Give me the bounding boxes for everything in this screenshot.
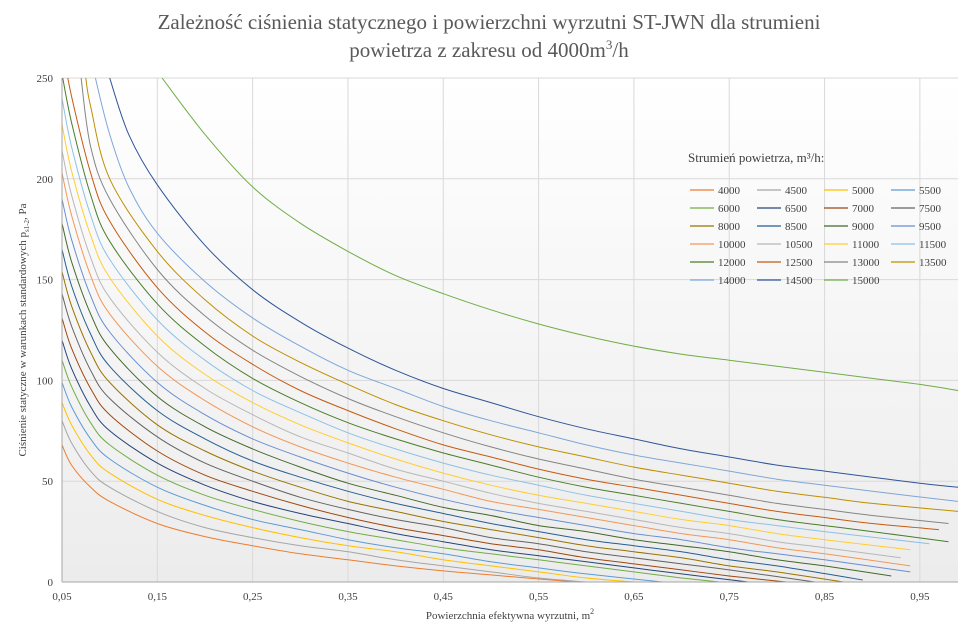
y-axis-label-sub: s1-2 — [23, 219, 31, 232]
x-tick-label: 0,95 — [910, 591, 930, 603]
series-line-12500 — [67, 78, 939, 531]
legend: 4000 4500 5000 5500 6000 6500 7000 7500 8000 8500… — [690, 185, 947, 287]
y-axis-label: Ciśnienie statyczne w warunkach standard… — [17, 203, 31, 456]
series-line-11000 — [62, 124, 911, 551]
x-axis-label-sup: 2 — [590, 607, 594, 616]
legend-label-8000: 8000 — [718, 221, 741, 233]
chart-title-line-2-tail: /h — [612, 38, 629, 62]
x-tick-label: 0,55 — [529, 591, 549, 603]
legend-label-5000: 5000 — [852, 185, 875, 197]
legend-label-4500: 4500 — [785, 185, 808, 197]
y-tick-label: 100 — [37, 375, 54, 387]
series-line-5500 — [62, 382, 663, 582]
series-line-14500 — [109, 78, 958, 488]
series-line-9500 — [62, 198, 911, 573]
x-tick-label: 0,35 — [338, 591, 358, 603]
axes — [61, 78, 958, 583]
series-lines — [62, 78, 958, 582]
chart-title-line-1: Zależność ciśnienia statycznego i powier… — [158, 10, 821, 34]
legend-label-4000: 4000 — [718, 185, 741, 197]
legend-label-5500: 5500 — [919, 185, 942, 197]
y-axis-label-tail: , Pa — [17, 203, 29, 220]
x-tick-label: 0,85 — [815, 591, 835, 603]
y-axis-label-main: Ciśnienie statyczne w warunkach standard… — [17, 232, 29, 457]
y-tick-label: 200 — [37, 174, 54, 186]
series-line-5000 — [62, 402, 634, 582]
legend-label-13000: 13000 — [852, 257, 880, 269]
legend-label-9500: 9500 — [919, 221, 942, 233]
x-tick-label: 0,75 — [720, 591, 740, 603]
legend-label-10000: 10000 — [718, 239, 746, 251]
legend-title: Strumień powietrza, m³/h: — [688, 150, 824, 165]
chart-title-line-2-sup: 3 — [606, 37, 613, 52]
x-axis-label: Powierzchnia efektywna wyrzutni, m2 — [426, 607, 594, 622]
legend-label-10500: 10500 — [785, 239, 813, 251]
series-line-8500 — [62, 249, 863, 581]
series-line-9000 — [62, 223, 892, 577]
y-tick-labels: 0 50 100 150 200 250 — [37, 73, 54, 589]
x-tick-label: 0,65 — [624, 591, 644, 603]
x-axis-label-main: Powierzchnia efektywna wyrzutni, m — [426, 610, 591, 622]
legend-label-6500: 6500 — [785, 203, 808, 215]
chart-title-line-2: powietrza z zakresu od 4000m3/h — [349, 37, 629, 62]
legend-label-12000: 12000 — [718, 257, 746, 269]
legend-label-8500: 8500 — [785, 221, 808, 233]
x-tick-labels: 0,05 0,15 0,25 0,35 0,45 0,55 0,65 0,75 0,85 0,95 — [52, 591, 930, 603]
series-line-6500 — [62, 339, 749, 582]
legend-label-14000: 14000 — [718, 275, 746, 287]
x-tick-label: 0,25 — [243, 591, 263, 603]
y-tick-label: 150 — [37, 275, 54, 287]
x-tick-label: 0,05 — [52, 591, 72, 603]
series-line-4500 — [62, 420, 587, 582]
y-tick-label: 50 — [42, 476, 54, 488]
y-tick-label: 0 — [48, 577, 54, 589]
legend-label-7500: 7500 — [919, 203, 942, 215]
legend-label-15000: 15000 — [852, 275, 880, 287]
grid-lines — [61, 77, 958, 582]
legend-label-6000: 6000 — [718, 203, 741, 215]
y-tick-label: 250 — [37, 73, 54, 85]
series-line-11500 — [62, 98, 930, 545]
series-line-10500 — [62, 150, 901, 559]
legend-label-11500: 11500 — [919, 239, 947, 251]
legend-label-11000: 11000 — [852, 239, 880, 251]
legend-label-9000: 9000 — [852, 221, 875, 233]
series-line-13000 — [80, 78, 949, 524]
series-line-8000 — [62, 271, 844, 582]
x-tick-label: 0,15 — [148, 591, 168, 603]
chart-title-line-2-main: powietrza z zakresu od 4000m — [349, 38, 606, 62]
legend-label-13500: 13500 — [919, 257, 947, 269]
legend-label-14500: 14500 — [785, 275, 813, 287]
series-line-12000 — [62, 78, 949, 543]
x-tick-label: 0,45 — [434, 591, 454, 603]
series-line-7500 — [62, 293, 816, 582]
series-line-6000 — [62, 360, 720, 582]
series-line-4000 — [62, 444, 577, 582]
series-line-14000 — [94, 78, 958, 502]
series-line-7000 — [62, 317, 787, 582]
series-line-10000 — [62, 172, 911, 567]
legend-label-7000: 7000 — [852, 203, 875, 215]
series-line-15000 — [161, 78, 958, 391]
legend-label-12500: 12500 — [785, 257, 813, 269]
series-line-13500 — [85, 78, 958, 512]
